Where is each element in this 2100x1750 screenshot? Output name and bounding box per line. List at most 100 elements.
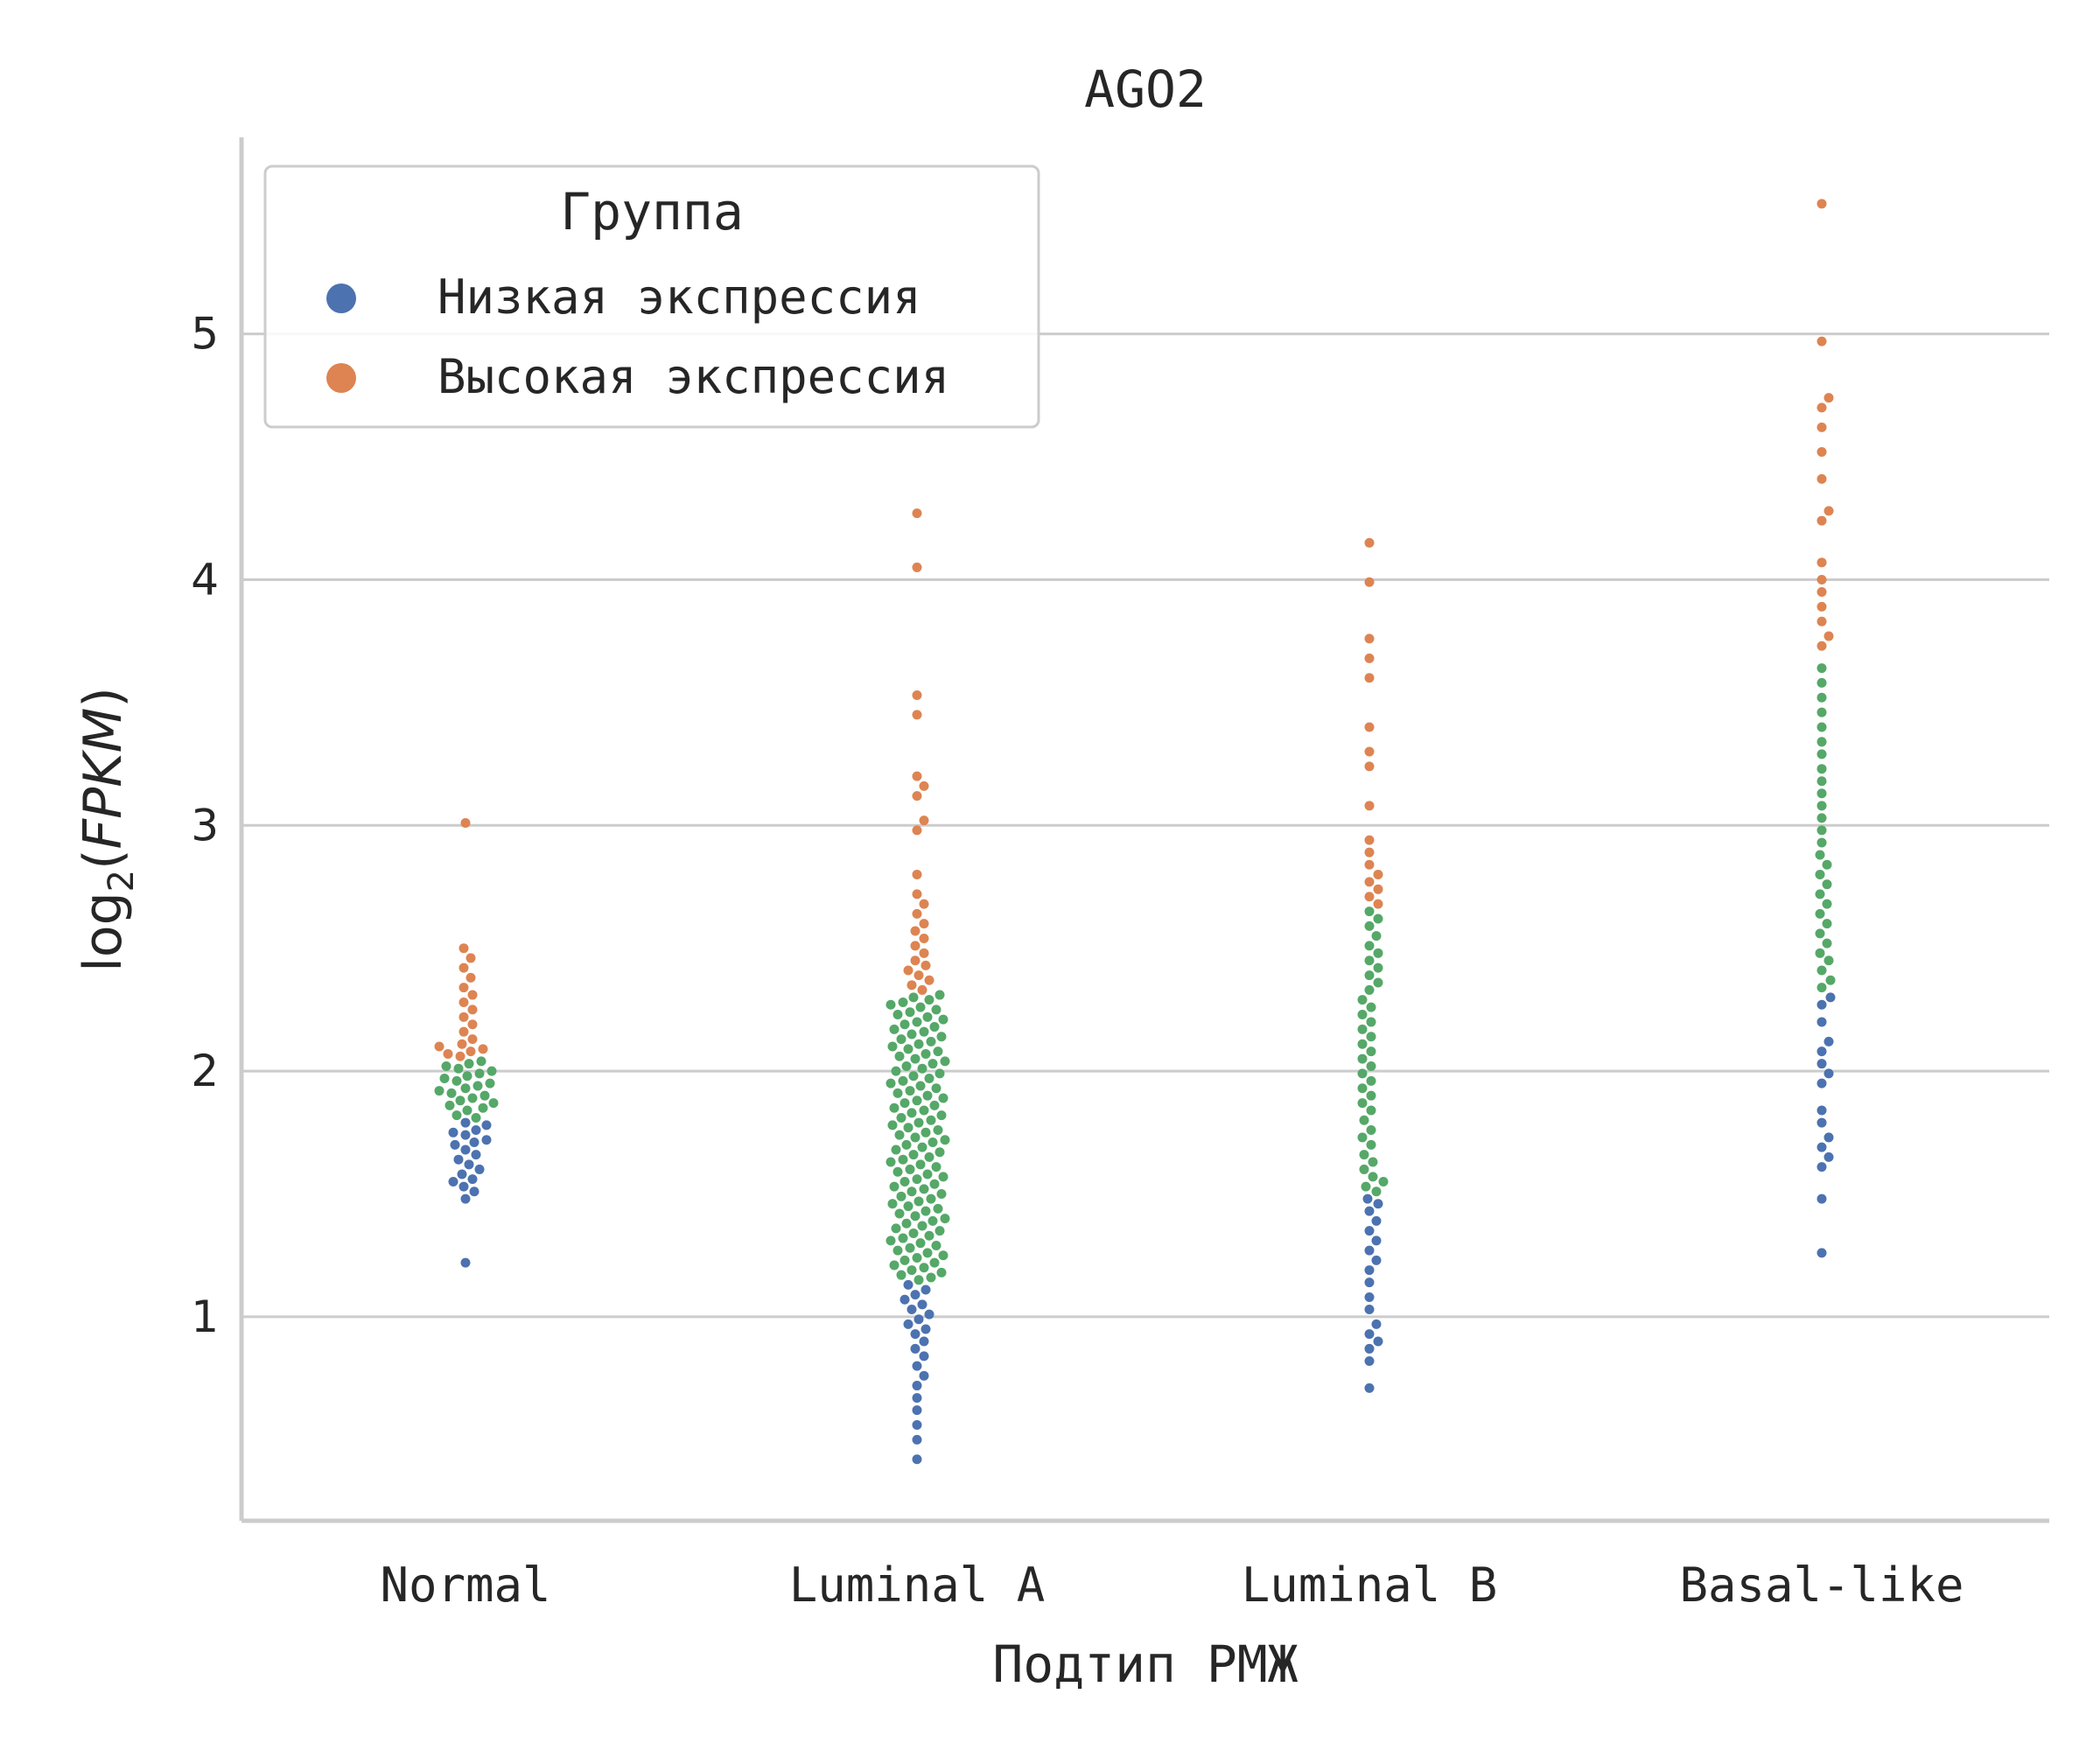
data-point (938, 1093, 948, 1103)
data-point (1357, 1010, 1368, 1020)
data-point (441, 1060, 452, 1071)
data-point (896, 1270, 906, 1280)
data-point (1815, 869, 1825, 879)
data-point (1364, 577, 1375, 587)
data-point (917, 1299, 928, 1310)
data-point (912, 1253, 922, 1264)
data-point (896, 1112, 906, 1123)
data-point (898, 1154, 908, 1165)
data-point (1816, 1078, 1827, 1088)
data-point (917, 984, 928, 995)
legend: Группа Низкая экспрессия Высокая экспрес… (263, 164, 1040, 429)
data-point (488, 1098, 499, 1109)
data-point (914, 1117, 924, 1128)
data-point (938, 1250, 948, 1261)
data-point (936, 1032, 947, 1042)
data-point (936, 1189, 947, 1200)
data-point (933, 1203, 943, 1214)
data-point (917, 1221, 928, 1231)
data-point (1359, 1164, 1369, 1174)
data-point (448, 1176, 458, 1186)
data-point (1364, 634, 1375, 644)
data-point (1366, 1032, 1376, 1042)
data-point (919, 1370, 929, 1381)
data-point (912, 1381, 922, 1391)
data-point (900, 1098, 910, 1109)
data-point (1357, 1054, 1368, 1064)
data-point (901, 1218, 912, 1228)
data-point (1366, 1105, 1376, 1116)
data-point (1822, 899, 1832, 909)
data-point (439, 1074, 450, 1084)
data-point (455, 1051, 466, 1061)
data-point (1364, 941, 1375, 951)
data-point (471, 1112, 481, 1123)
data-point (920, 1048, 931, 1059)
data-point (1364, 1278, 1375, 1288)
legend-label-low: Низкая экспрессия (438, 270, 921, 325)
data-point (906, 1304, 917, 1314)
data-point (910, 1329, 920, 1340)
data-point (471, 1125, 481, 1136)
data-point (481, 1135, 492, 1145)
data-point (920, 1324, 931, 1334)
data-point (478, 1044, 488, 1054)
data-point (1815, 948, 1825, 958)
data-point (887, 1199, 898, 1209)
data-point (1816, 663, 1827, 674)
data-point (891, 1144, 901, 1155)
data-point (906, 1186, 917, 1197)
data-point (926, 1272, 936, 1283)
data-point (1364, 801, 1375, 811)
data-point (922, 1248, 933, 1258)
data-point (1364, 1304, 1375, 1314)
data-point (467, 990, 478, 1000)
data-point (478, 1102, 488, 1113)
data-point (1364, 920, 1375, 931)
data-points (434, 199, 1836, 1465)
data-point (1825, 975, 1836, 985)
data-point (467, 1004, 478, 1015)
data-point (903, 1279, 914, 1290)
data-point (1368, 1172, 1378, 1182)
data-point (914, 1275, 924, 1285)
data-point (920, 1127, 931, 1138)
data-point (1364, 1355, 1375, 1366)
data-point (929, 1179, 940, 1189)
data-point (462, 1105, 472, 1116)
data-point (1816, 692, 1827, 703)
data-point (912, 825, 922, 836)
data-point (887, 1041, 898, 1052)
data-point (1816, 776, 1827, 787)
data-point (906, 1108, 917, 1118)
data-point (1816, 813, 1827, 823)
data-point (906, 1265, 917, 1276)
data-point (481, 1120, 492, 1130)
data-point (914, 1196, 924, 1207)
data-point (469, 1186, 480, 1197)
data-point (906, 980, 917, 990)
data-point (912, 1361, 922, 1371)
data-point (903, 1319, 914, 1329)
y-axis-label: log2(FPKM) (73, 687, 142, 972)
data-point (912, 908, 922, 919)
data-point (1364, 1206, 1375, 1216)
data-point (458, 1012, 469, 1022)
data-point (1816, 1059, 1827, 1069)
data-point (886, 999, 896, 1010)
data-point (919, 816, 929, 826)
data-point (1371, 1255, 1382, 1265)
data-point (919, 919, 929, 929)
data-point (1816, 707, 1827, 718)
data-point (1371, 1186, 1382, 1197)
data-point (1371, 1319, 1382, 1329)
data-point (919, 1336, 929, 1347)
data-point (1364, 1265, 1375, 1276)
data-point (1378, 1176, 1389, 1186)
data-point (1366, 1075, 1376, 1086)
data-point (1822, 859, 1832, 870)
data-point (1361, 1181, 1371, 1192)
data-point (462, 1071, 472, 1082)
data-point (1824, 506, 1834, 516)
data-point (485, 1078, 495, 1088)
